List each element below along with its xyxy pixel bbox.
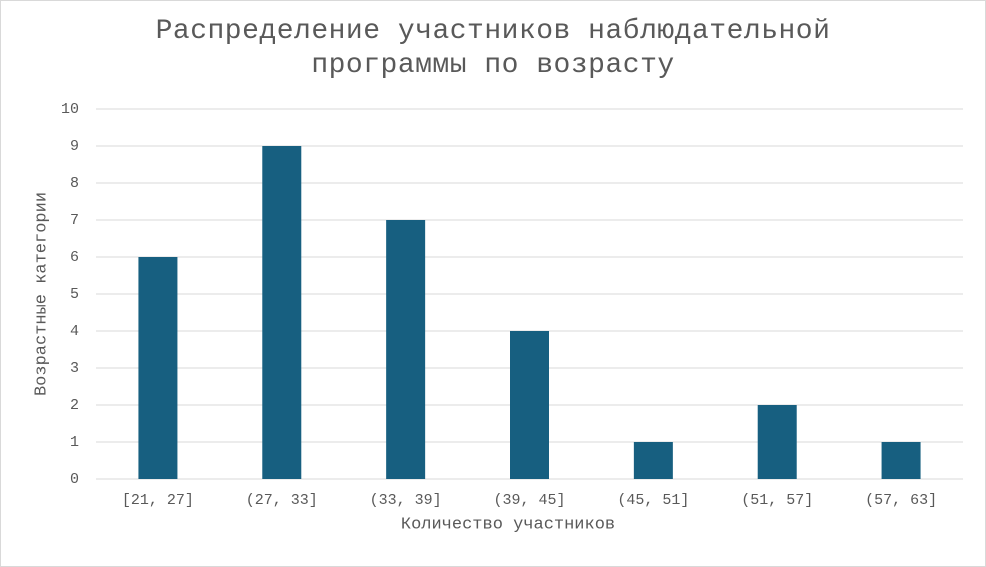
chart-title: Распределение участников наблюдательной …	[155, 16, 831, 81]
x-tick-label: [21, 27]	[122, 492, 194, 509]
y-tick-label: 9	[70, 138, 79, 155]
x-tick-label: (27, 33]	[246, 492, 318, 509]
y-tick-label: 10	[61, 101, 79, 118]
y-tick-label: 3	[70, 360, 79, 377]
y-tick-label: 6	[70, 249, 79, 266]
y-tick-label: 5	[70, 286, 79, 303]
y-tick-label: 4	[70, 323, 79, 340]
bar	[262, 146, 302, 479]
bar	[757, 405, 797, 479]
x-tick-label: (39, 45]	[493, 492, 565, 509]
bar	[386, 220, 426, 479]
bar	[138, 257, 178, 479]
y-tick-label: 1	[70, 434, 79, 451]
y-tick-label: 7	[70, 212, 79, 229]
y-tick-label: 8	[70, 175, 79, 192]
bar	[510, 331, 549, 479]
x-tick-label: (51, 57]	[741, 492, 813, 509]
x-tick-label: (45, 51]	[617, 492, 689, 509]
x-tick-label: (57, 63]	[865, 492, 937, 509]
x-tick-label: (33, 39]	[370, 492, 442, 509]
x-axis-label: Количество участников	[401, 515, 615, 534]
y-axis-label: Возрастные категории	[32, 192, 51, 396]
bar	[633, 442, 673, 479]
bar	[881, 442, 921, 479]
y-tick-label: 2	[70, 397, 79, 414]
y-tick-label: 0	[70, 471, 79, 488]
